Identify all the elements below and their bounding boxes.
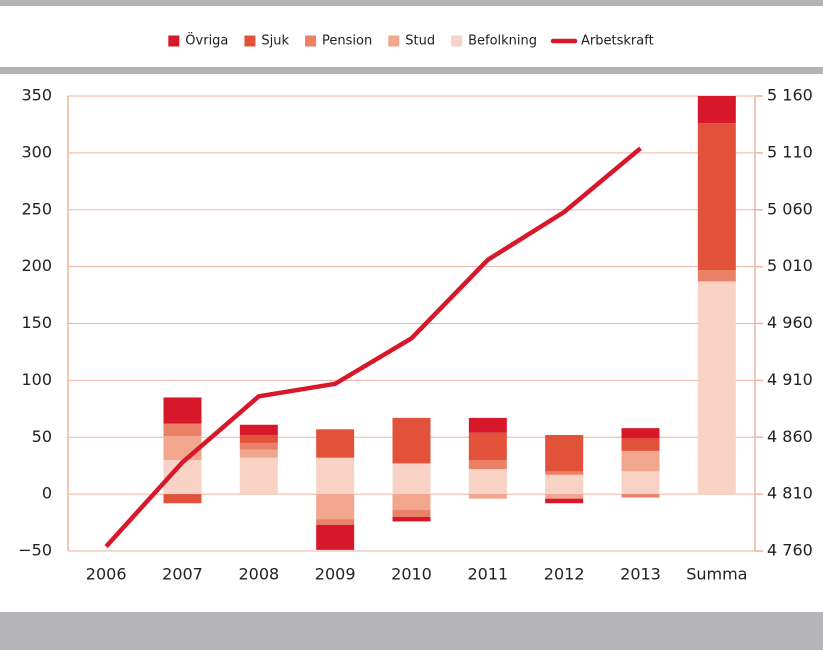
top-band xyxy=(0,0,823,6)
y2-tick-label: 5 010 xyxy=(767,256,813,275)
y2-tick-label: 4 760 xyxy=(767,541,813,560)
x-tick-label: Summa xyxy=(686,565,747,584)
bar xyxy=(468,460,507,470)
y2-tick-label: 4 860 xyxy=(767,427,813,446)
x-tick-label: 2006 xyxy=(86,565,127,584)
bar xyxy=(392,494,431,511)
y2-tick-label: 5 110 xyxy=(767,142,813,161)
legend-label: Befolkning xyxy=(468,34,537,49)
bar xyxy=(392,516,431,522)
bar xyxy=(392,510,431,517)
x-tick-label: 2013 xyxy=(620,565,661,584)
bar xyxy=(545,494,584,499)
bar xyxy=(163,423,202,437)
bar xyxy=(239,457,278,495)
x-tick-label: 2007 xyxy=(162,565,203,584)
bar xyxy=(163,397,202,424)
plot xyxy=(104,96,736,550)
bar xyxy=(621,471,660,495)
y-tick-label: 200 xyxy=(21,256,52,275)
bar xyxy=(697,281,736,495)
bar xyxy=(163,494,202,504)
legend-swatch xyxy=(451,35,463,47)
x-tick-label: 2011 xyxy=(467,565,508,584)
bar xyxy=(697,270,736,282)
bar xyxy=(468,494,507,499)
y-tick-label: 100 xyxy=(21,370,52,389)
y-tick-label: 350 xyxy=(21,86,52,105)
legend-band xyxy=(0,67,823,74)
bar xyxy=(697,123,736,271)
bar xyxy=(316,519,355,525)
bar xyxy=(316,457,355,495)
bar xyxy=(239,449,278,458)
bar xyxy=(316,494,355,520)
legend-swatch xyxy=(168,35,180,47)
x-tick-label: 2009 xyxy=(315,565,356,584)
y-tick-label: −50 xyxy=(18,541,52,560)
bar xyxy=(621,428,660,439)
y-tick-label: 0 xyxy=(42,484,52,503)
bar xyxy=(545,498,584,504)
bar xyxy=(545,434,584,472)
y2-tick-label: 5 160 xyxy=(767,86,813,105)
bar xyxy=(621,438,660,451)
bar xyxy=(239,424,278,435)
bar xyxy=(545,471,584,475)
bottom-band xyxy=(0,612,823,650)
legend-swatch xyxy=(305,35,317,47)
legend-label: Övriga xyxy=(185,32,228,49)
bar xyxy=(621,494,660,498)
bar xyxy=(468,469,507,495)
bar xyxy=(392,463,431,495)
bar xyxy=(697,96,736,124)
bar xyxy=(468,432,507,460)
bar xyxy=(239,434,278,443)
legend-label: Sjuk xyxy=(261,34,289,49)
x-tick-label: 2008 xyxy=(238,565,279,584)
y2-tick-label: 4 960 xyxy=(767,313,813,332)
bar xyxy=(468,417,507,433)
y2-tick-label: 5 060 xyxy=(767,199,813,218)
bar xyxy=(621,450,660,472)
legend-label: Pension xyxy=(322,34,372,49)
legend-swatch xyxy=(388,35,400,47)
legend-label: Arbetskraft xyxy=(581,34,654,49)
legend-label: Stud xyxy=(405,34,435,49)
legend: Övriga Sjuk Pension Stud Befolkning Arbetskra… xyxy=(168,32,654,49)
legend-swatch xyxy=(244,35,256,47)
y2-tick-label: 4 810 xyxy=(767,484,813,503)
line xyxy=(104,146,642,548)
y-tick-label: 50 xyxy=(32,427,52,446)
y-tick-label: 300 xyxy=(21,142,52,161)
bar xyxy=(392,417,431,464)
bar xyxy=(316,524,355,550)
bar xyxy=(316,429,355,458)
y-tick-label: 250 xyxy=(21,199,52,218)
bar xyxy=(545,474,584,495)
x-tick-label: 2012 xyxy=(544,565,585,584)
x-tick-label: 2010 xyxy=(391,565,432,584)
bar xyxy=(239,442,278,450)
y-tick-label: 150 xyxy=(21,313,52,332)
y2-tick-label: 4 910 xyxy=(767,370,813,389)
